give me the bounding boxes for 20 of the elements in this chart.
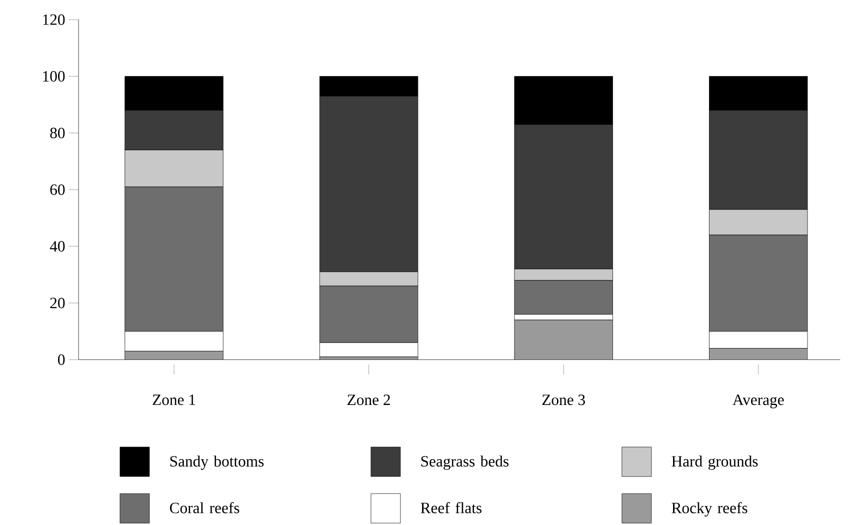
x-tick-label: Zone 3 [542, 394, 585, 406]
x-tick-label: Average [732, 394, 784, 408]
bar [124, 351, 224, 360]
y-tick-label: 20 [50, 298, 65, 308]
y-tick-label: 100 [43, 71, 65, 82]
legend-label: Coral reefs [170, 502, 240, 514]
y-tick-label: 80 [50, 128, 65, 138]
legend-label: Seagrass beds [421, 456, 508, 470]
x-tick-label: Zone 2 [348, 394, 390, 406]
legend-label: Rocky reefs [672, 502, 748, 517]
y-tick-label: 120 [43, 14, 65, 26]
legend-label: Reef flats [420, 502, 482, 514]
y-tick-label: 0 [58, 354, 65, 366]
legend-label: Sandy bottoms [170, 456, 264, 470]
bar [709, 348, 808, 360]
x-tick-label: Zone 1 [152, 394, 196, 406]
y-tick-label: 40 [50, 241, 65, 252]
y-tick-label: 60 [50, 184, 65, 196]
legend-label: Hard grounds [672, 456, 758, 470]
bar [514, 320, 613, 360]
